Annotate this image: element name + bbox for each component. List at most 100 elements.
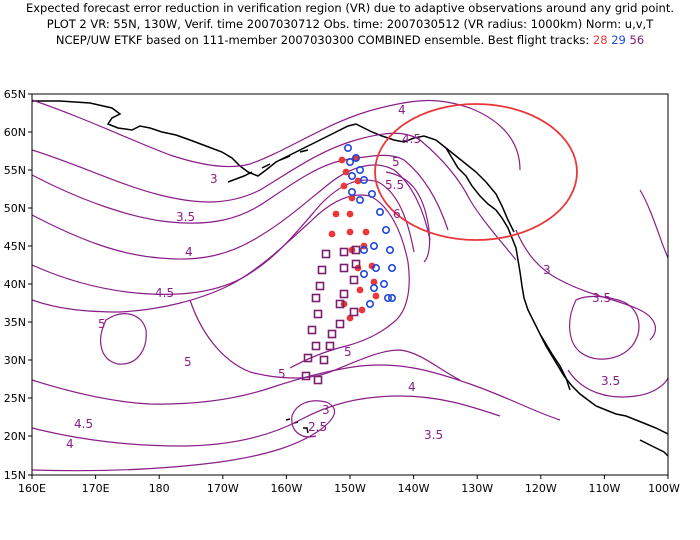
- contour-label: 3.5: [176, 210, 195, 224]
- contour-line: [32, 364, 561, 421]
- contour-label: 6: [393, 207, 401, 221]
- contour-line: [32, 154, 449, 231]
- track-28-marker: [332, 210, 340, 218]
- contour-line: [32, 164, 431, 260]
- lat-label: 50N: [4, 202, 26, 215]
- contour-label: 3.5: [424, 428, 443, 442]
- contour-label: 4.5: [155, 286, 174, 300]
- track-56-marker: [339, 263, 349, 273]
- track-29-marker: [365, 299, 374, 308]
- longitude-labels: 160E 170E 180 170W 160W 150W 140W 130W 1…: [18, 482, 680, 495]
- contour-label: 4.5: [402, 132, 421, 146]
- contour-line: [189, 299, 461, 381]
- lat-label: 55N: [4, 164, 26, 177]
- track-29-marker: [355, 196, 364, 205]
- contour-label: 5: [98, 317, 106, 331]
- contour-line: [569, 295, 640, 360]
- track-29-marker: [369, 283, 378, 292]
- baja-peninsula: [539, 333, 571, 391]
- track-28-label: 28: [592, 33, 608, 47]
- contour-line: [32, 400, 336, 472]
- plot-title: Expected forecast error reduction in ver…: [0, 0, 700, 48]
- bc-coastline: [445, 147, 668, 435]
- contour-label: 3: [543, 263, 551, 277]
- title-line-2: PLOT 2 VR: 55N, 130W, Verif. time 200703…: [46, 17, 654, 31]
- lat-label: 30N: [4, 354, 26, 367]
- contour-line: [639, 189, 668, 259]
- contour-line: [100, 313, 147, 365]
- contour-line: [32, 395, 501, 447]
- track-56-marker: [315, 281, 325, 291]
- track-28-marker: [362, 228, 370, 236]
- coastlines: [32, 100, 668, 457]
- contour-line: [32, 132, 517, 261]
- lon-label: 160E: [18, 482, 46, 495]
- track-29-marker: [387, 293, 396, 302]
- track-56-marker: [339, 247, 349, 257]
- track-56-marker: [339, 289, 349, 299]
- track-29-marker: [375, 208, 384, 217]
- axis-ticks: [28, 93, 669, 479]
- track-28-marker: [370, 278, 378, 286]
- contour-line: [567, 369, 668, 398]
- track-56-marker: [311, 293, 321, 303]
- track-56-marker: [311, 341, 321, 351]
- lat-label: 40N: [4, 278, 26, 291]
- lat-label: 45N: [4, 240, 26, 253]
- track-56-marker: [325, 341, 335, 351]
- track-56-marker: [301, 371, 311, 381]
- track-56-marker: [351, 245, 361, 255]
- contour-label: 4: [398, 103, 406, 117]
- track-56-marker: [313, 309, 323, 319]
- track-29-marker: [383, 293, 392, 302]
- contour-label: 5: [278, 367, 286, 381]
- track-29-marker: [381, 226, 390, 235]
- contour-label: 5: [344, 345, 352, 359]
- track-56-marker: [351, 259, 361, 269]
- lat-label: 35N: [4, 316, 26, 329]
- track-29-marker: [359, 176, 368, 185]
- track-28-marker: [372, 292, 380, 300]
- track-56-marker: [335, 299, 345, 309]
- track-28-marker: [368, 262, 376, 270]
- lon-label: 100W: [648, 482, 680, 495]
- contour-label: 3: [322, 403, 330, 417]
- lat-label: 60N: [4, 126, 26, 139]
- contour-label: 4.5: [74, 417, 93, 431]
- track-28-marker: [346, 228, 354, 236]
- lon-label: 170W: [207, 482, 239, 495]
- track-29-marker: [369, 242, 378, 251]
- contour-label: 2.5: [308, 420, 327, 434]
- alaska-coastline: [32, 100, 515, 233]
- contour-label: 4: [66, 437, 74, 451]
- north-america-interior: [639, 439, 668, 457]
- track-29-marker: [387, 263, 396, 272]
- track-28-marker: [356, 286, 364, 294]
- track-56-marker: [317, 265, 327, 275]
- lat-label: 20N: [4, 430, 26, 443]
- track-28-marker: [340, 182, 348, 190]
- lon-label: 180: [149, 482, 170, 495]
- contour-line: [32, 99, 521, 171]
- track-28-marker: [358, 306, 366, 314]
- contour-label: 4: [408, 380, 416, 394]
- track-29-marker: [371, 263, 380, 272]
- track-28-marker: [348, 194, 356, 202]
- lat-label: 15N: [4, 469, 26, 482]
- track-56-marker: [349, 307, 359, 317]
- lat-label: 25N: [4, 392, 26, 405]
- latitude-labels: 65N 60N 55N 50N 45N 40N 35N 30N 25N 20N …: [4, 88, 26, 482]
- track-28-marker: [342, 168, 350, 176]
- verification-region-circle: [374, 103, 578, 241]
- lon-label: 170E: [82, 482, 110, 495]
- lon-label: 160W: [270, 482, 302, 495]
- track-28-marker: [354, 177, 362, 185]
- title-line-1: Expected forecast error reduction in ver…: [25, 1, 675, 15]
- track-56-marker: [303, 353, 313, 363]
- track-28-marker: [346, 210, 354, 218]
- track-56-marker: [321, 249, 331, 259]
- track-29-marker: [343, 144, 352, 153]
- track-56-marker: [349, 275, 359, 285]
- contour-label: 5: [392, 155, 400, 169]
